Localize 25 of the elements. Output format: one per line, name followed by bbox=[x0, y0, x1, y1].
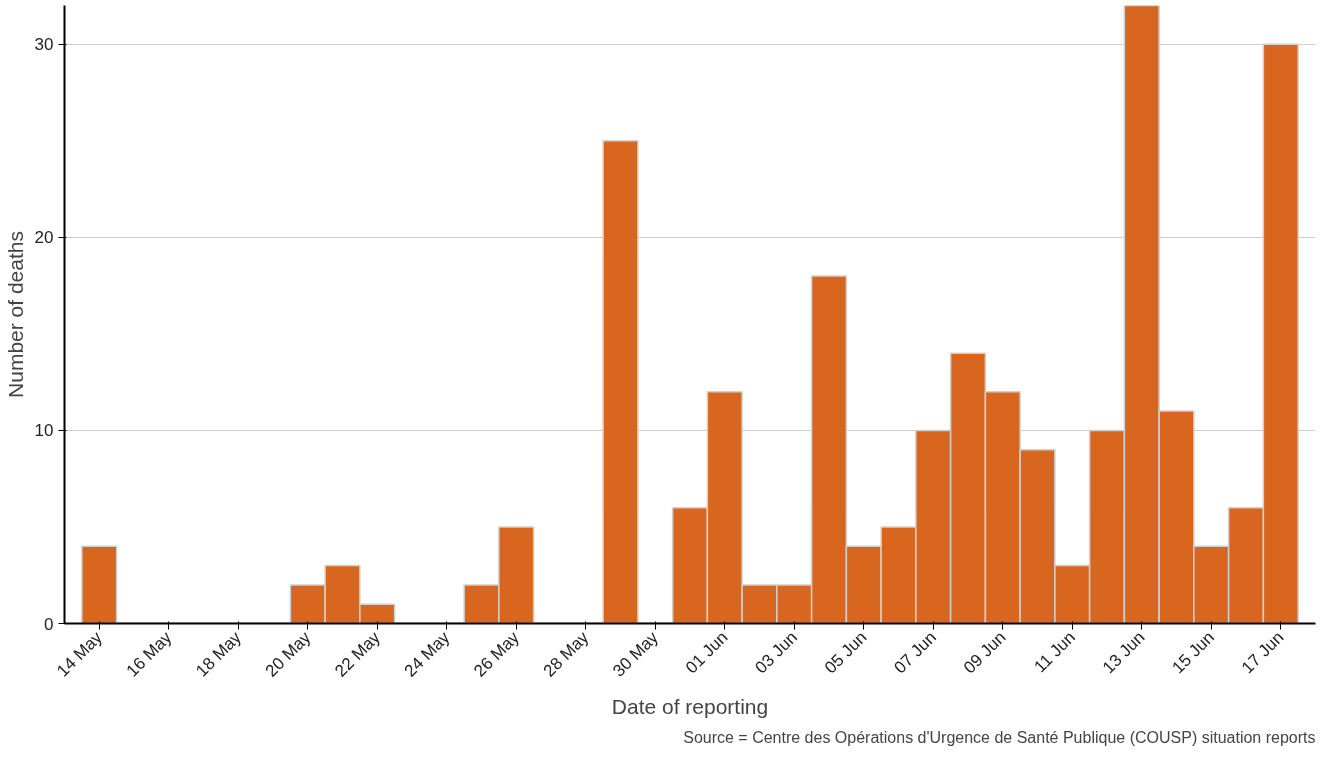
x-tick-label: 24 May bbox=[400, 627, 454, 681]
source-note: Source = Centre des Opérations d'Urgence de Santé Publique (COUSP) situation reports bbox=[683, 728, 1316, 746]
x-tick-label: 26 May bbox=[470, 627, 524, 681]
x-tick-label: 17 Jun bbox=[1237, 627, 1288, 678]
x-tick-label: 16 May bbox=[122, 627, 176, 681]
x-tick-label: 01 Jun bbox=[681, 627, 732, 678]
x-tick-label: 09 Jun bbox=[959, 627, 1010, 678]
y-axis-title: Number of deaths bbox=[3, 231, 27, 398]
x-tick-label: 30 May bbox=[609, 627, 663, 681]
x-tick-label: 28 May bbox=[539, 627, 593, 681]
y-tick-label: 30 bbox=[34, 35, 54, 55]
x-tick-label: 13 Jun bbox=[1098, 627, 1149, 678]
y-tick-label: 20 bbox=[34, 228, 54, 248]
x-tick-label: 20 May bbox=[261, 627, 315, 681]
y-tick-label: 0 bbox=[44, 614, 54, 634]
x-tick-label: 18 May bbox=[192, 627, 246, 681]
x-tick-label: 07 Jun bbox=[890, 627, 940, 678]
x-tick-label: 15 Jun bbox=[1168, 627, 1218, 678]
x-tick-label: 11 Jun bbox=[1030, 627, 1079, 677]
x-axis-title: Date of reporting bbox=[611, 695, 769, 719]
x-tick-label: 14 May bbox=[53, 627, 107, 681]
x-tick-label: 03 Jun bbox=[751, 627, 801, 678]
x-tick-label: 22 May bbox=[331, 627, 385, 681]
x-tick-label: 05 Jun bbox=[820, 627, 871, 678]
y-tick-label: 10 bbox=[34, 421, 54, 441]
